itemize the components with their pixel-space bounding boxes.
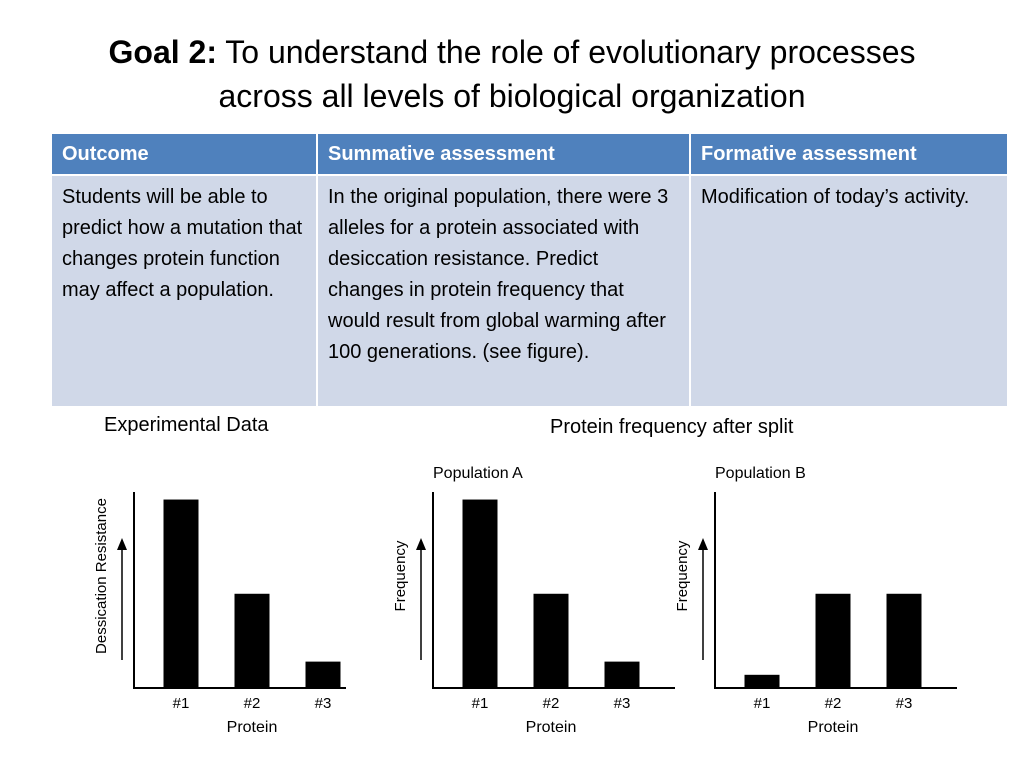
bar-1 [163,499,199,688]
y-arrow-head-icon [416,538,426,550]
tick-label-3: #3 [614,695,631,712]
x-axis-label: Protein [526,719,577,736]
table-row: Students will be able to predict how a m… [50,174,1009,408]
y-arrow-head-icon [117,538,127,550]
tick-label-1: #1 [472,695,489,712]
bar-1 [462,499,498,688]
cell-formative: Modification of today’s activity. [689,174,1009,408]
bar-2 [815,593,851,688]
chart-title: Population A [433,465,523,482]
chart-population-b: Frequency Population B #1 #2 #3 Protein [674,465,957,736]
y-arrow-head-icon [698,538,708,550]
bar-3 [305,661,341,688]
title-line-1: To understand the role of evolutionary p… [225,34,916,70]
tick-label-2: #2 [825,695,842,712]
y-axis-label: Dessication Resistance [93,498,110,654]
header-formative: Formative assessment [689,132,1009,176]
slide-title: Goal 2: To understand the role of evolut… [0,30,1024,118]
cell-outcome: Students will be able to predict how a m… [50,174,318,408]
tick-label-1: #1 [173,695,190,712]
chart-population-a: Frequency Population A #1 #2 #3 Protein [392,465,675,736]
tick-label-2: #2 [543,695,560,712]
chart-experimental-data: Dessication Resistance #1 #2 #3 Protein [93,492,346,736]
bar-3 [604,661,640,688]
title-goal-label: Goal 2: [108,34,217,70]
tick-label-3: #3 [896,695,913,712]
title-line-2: across all levels of biological organiza… [218,78,806,114]
table-header-row: Outcome Summative assessment Formative a… [50,132,1009,176]
bar-3 [886,593,922,688]
y-axis-label: Frequency [392,540,409,611]
chart-title: Population B [715,465,806,482]
caption-after-split: Protein frequency after split [550,416,794,438]
x-axis-label: Protein [227,719,278,736]
cell-summative: In the original population, there were 3… [316,174,691,408]
bar-2 [234,593,270,688]
tick-label-3: #3 [315,695,332,712]
bar-1 [744,674,780,688]
header-summative: Summative assessment [316,132,691,176]
assessment-table: Outcome Summative assessment Formative a… [50,132,1009,408]
tick-label-1: #1 [754,695,771,712]
tick-label-2: #2 [244,695,261,712]
bar-2 [533,593,569,688]
x-axis-label: Protein [808,719,859,736]
y-axis-label: Frequency [674,540,691,611]
header-outcome: Outcome [50,132,318,176]
caption-experimental-data: Experimental Data [104,414,269,436]
